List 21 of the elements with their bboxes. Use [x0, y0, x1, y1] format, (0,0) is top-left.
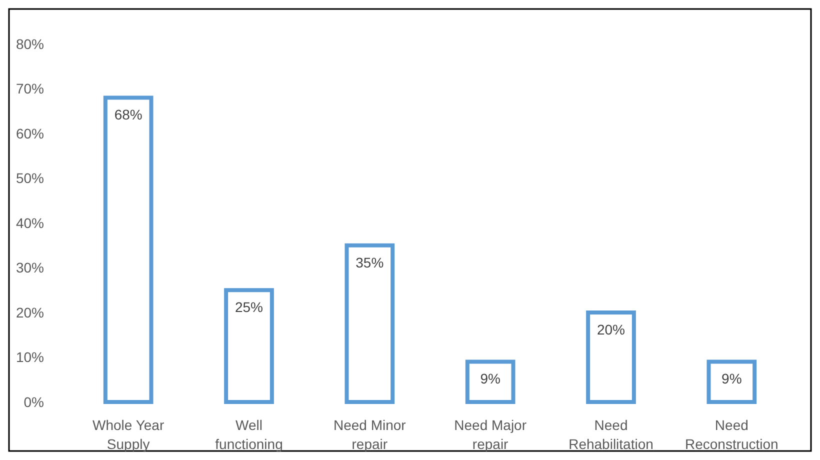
y-tick-label: 30%	[16, 260, 44, 276]
y-tick-label: 20%	[16, 304, 44, 320]
x-tick-label: Need Rehabilitation	[568, 417, 654, 452]
y-tick-label: 80%	[16, 36, 44, 52]
data-label: 25%	[234, 299, 264, 316]
y-tick-label: 50%	[16, 170, 44, 186]
data-label: 9%	[722, 370, 742, 387]
y-tick-label: 0%	[24, 394, 44, 410]
y-tick-label: 10%	[16, 349, 44, 366]
y-tick-label: 60%	[16, 125, 44, 142]
data-label: 35%	[356, 254, 384, 270]
x-tick-label: Need Major repair	[454, 417, 527, 452]
x-tick-label: Whole Year Supply	[92, 417, 164, 452]
data-label: 9%	[480, 370, 500, 387]
data-label: 68%	[114, 106, 142, 123]
x-tick-label: Need Minor repair	[333, 417, 406, 452]
x-tick-label: Need Reconstruction	[684, 417, 778, 452]
y-tick-label: 40%	[16, 214, 44, 231]
x-tick-label: Well functioning	[215, 417, 283, 452]
y-tick-label: 70%	[16, 80, 44, 97]
data-label: 20%	[596, 322, 626, 338]
